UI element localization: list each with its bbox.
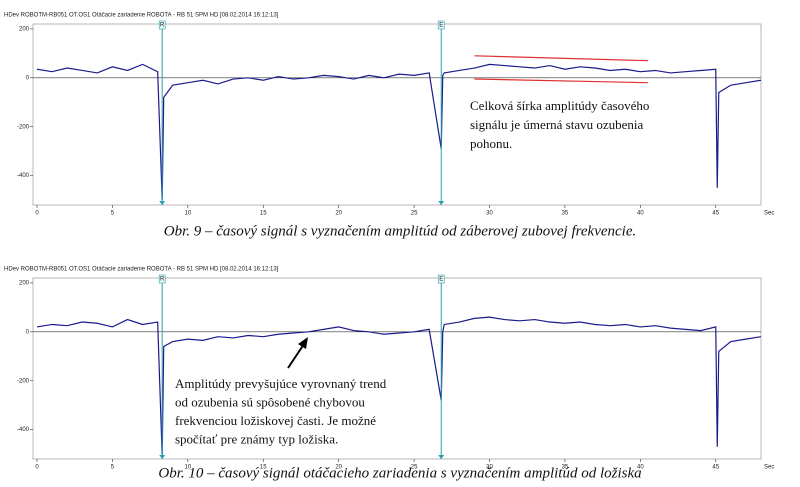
x-tick-label: 20 bbox=[335, 211, 342, 217]
arrow-head bbox=[298, 337, 308, 349]
x-tick-label: 45 bbox=[712, 211, 719, 217]
x-tick-label: 30 bbox=[486, 211, 493, 217]
chart-header: HDev ROBOTM-RB051 OT.OS1 Otáčacie zariad… bbox=[4, 267, 279, 273]
plot-frame bbox=[32, 23, 762, 206]
cursor-label: R bbox=[160, 277, 165, 283]
annotation: frekvenciou ložiskovej časti. Je možné bbox=[175, 413, 376, 428]
x-tick-label: 25 bbox=[411, 211, 418, 217]
annotation: od ozubenia sú spôsobené chybovou bbox=[175, 394, 365, 409]
plot-frame bbox=[32, 277, 762, 460]
x-tick-label: 40 bbox=[637, 465, 644, 471]
cursor-flag bbox=[437, 274, 445, 284]
x-tick-label: 0 bbox=[35, 211, 39, 217]
x-tick-label: 25 bbox=[411, 465, 418, 471]
y-tick-label: -200 bbox=[17, 124, 30, 130]
annotation: Celková šírka amplitúdy časového bbox=[470, 98, 649, 113]
x-tick-label: 35 bbox=[562, 211, 569, 217]
y-tick-label: 200 bbox=[19, 280, 30, 286]
x-axis-label: Sec bbox=[764, 465, 774, 471]
trend-line bbox=[474, 78, 648, 84]
x-tick-label: 0 bbox=[35, 465, 39, 471]
x-tick-label: 15 bbox=[260, 465, 267, 471]
annotation: pohonu. bbox=[470, 136, 512, 151]
y-tick-label: 0 bbox=[26, 75, 30, 81]
x-tick-label: 5 bbox=[111, 465, 115, 471]
y-tick-label: -200 bbox=[17, 378, 30, 384]
y-tick-label: -400 bbox=[17, 173, 30, 179]
cursor-foot bbox=[438, 455, 445, 459]
cursor-label: E bbox=[439, 23, 443, 29]
cursor-label: R bbox=[160, 23, 165, 29]
cursor-flag bbox=[158, 20, 166, 30]
x-tick-label: 10 bbox=[184, 211, 191, 217]
x-tick-label: 40 bbox=[637, 211, 644, 217]
figure-caption: Obr. 9 – časový signál s vyznačením ampl… bbox=[164, 223, 637, 239]
y-tick-label: 0 bbox=[26, 329, 30, 335]
x-tick-label: 20 bbox=[335, 465, 342, 471]
signal-line bbox=[36, 316, 762, 457]
annotation: Amplitúdy prevyšujúce vyrovnaný trend bbox=[175, 376, 387, 391]
x-tick-label: 35 bbox=[562, 465, 569, 471]
x-tick-label: 30 bbox=[486, 465, 493, 471]
cursor-foot bbox=[159, 201, 166, 205]
y-tick-label: 200 bbox=[19, 26, 30, 32]
cursor-flag bbox=[158, 274, 166, 284]
annotation: signálu je úmerná stavu ozubenia bbox=[470, 117, 644, 132]
x-tick-label: 45 bbox=[712, 465, 719, 471]
y-tick-label: -400 bbox=[17, 427, 30, 433]
x-axis-label: Sec bbox=[764, 211, 774, 217]
x-tick-label: 5 bbox=[111, 211, 115, 217]
signal-line bbox=[36, 63, 762, 201]
figure-caption: Obr. 10 – časový signál otáčacieho zaria… bbox=[158, 465, 641, 481]
x-tick-label: 15 bbox=[260, 211, 267, 217]
cursor-foot bbox=[159, 455, 166, 459]
annotation: spočítať pre známy typ ložiska. bbox=[175, 431, 338, 446]
trend-line bbox=[474, 55, 648, 62]
x-tick-label: 10 bbox=[184, 465, 191, 471]
annotation-arrow bbox=[287, 343, 305, 369]
cursor-foot bbox=[438, 201, 445, 205]
chart-header: HDev ROBOTM-RB051 OT.OS1 Otáčacie zariad… bbox=[4, 13, 279, 19]
cursor-flag bbox=[437, 20, 445, 30]
cursor-label: E bbox=[439, 277, 443, 283]
